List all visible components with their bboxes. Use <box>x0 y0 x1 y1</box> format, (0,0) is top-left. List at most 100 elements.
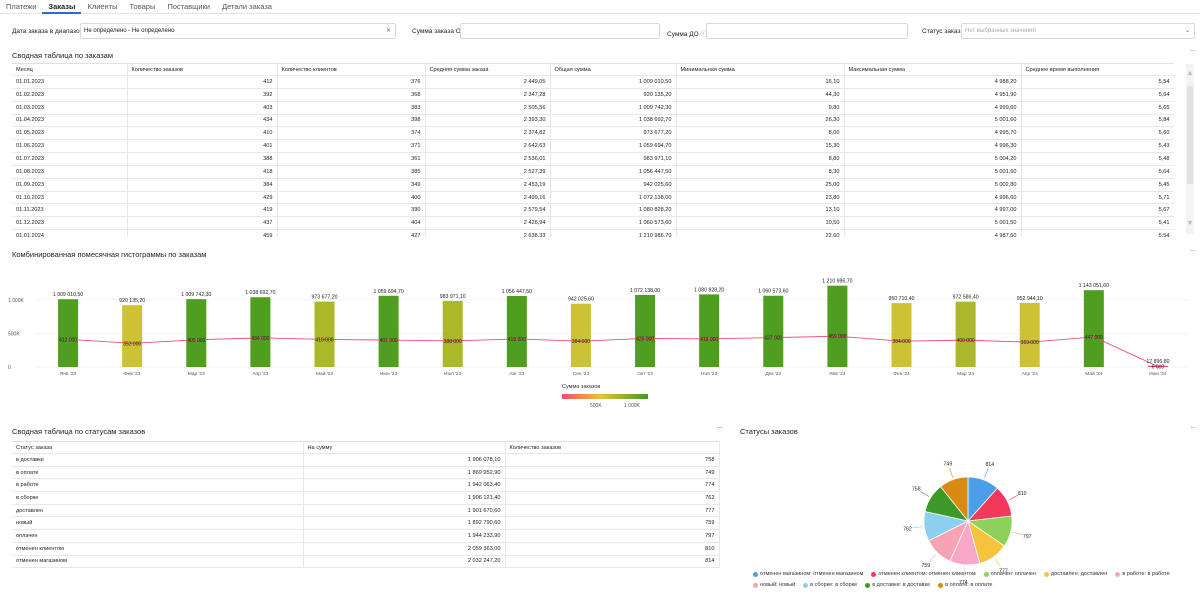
table-cell: 2 638,33 <box>425 229 551 237</box>
sum-from-input[interactable] <box>460 23 660 39</box>
line-point[interactable] <box>323 338 326 341</box>
bar[interactable] <box>186 299 207 367</box>
table-row: доставлен 1 901 670,60 777 <box>12 504 720 518</box>
bar[interactable] <box>763 295 784 367</box>
summary-scrollbar[interactable]: ▲ ▼ <box>1186 64 1194 234</box>
tab-payments[interactable]: Платежи <box>6 2 37 11</box>
line-point[interactable] <box>643 337 647 340</box>
table-cell: новый <box>12 516 304 531</box>
bar[interactable] <box>827 285 848 367</box>
legend-item[interactable]: доставлен: доставлен <box>1044 570 1107 579</box>
sum-to-input[interactable] <box>706 23 908 39</box>
tab-suppliers[interactable]: Поставщики <box>167 2 210 11</box>
summary-col-header[interactable]: Среднее время выполнения <box>1021 63 1174 76</box>
tab-clients[interactable]: Клиенты <box>87 2 118 11</box>
clear-icon[interactable]: ✕ <box>385 28 391 34</box>
table-cell: 1 944 233,90 <box>303 529 506 543</box>
summary-col-header[interactable]: Средняя сумма заказа <box>425 63 551 76</box>
bar[interactable] <box>1019 302 1040 367</box>
legend-item[interactable]: в доставке: в доставке <box>865 581 930 590</box>
table-row: в сборке 1 906 121,40 762 <box>12 491 720 505</box>
bar[interactable] <box>122 305 143 367</box>
line-point[interactable] <box>836 334 839 338</box>
line-point[interactable] <box>1092 335 1096 339</box>
status-col-header[interactable]: Статус заказа <box>12 441 304 454</box>
line-point[interactable] <box>772 336 775 339</box>
line-point[interactable] <box>195 338 198 341</box>
bar[interactable] <box>570 303 591 367</box>
bar-value-label: 1 080 828,20 <box>694 287 724 293</box>
summary-col-header[interactable]: Общая сумма <box>550 63 677 76</box>
bar[interactable] <box>506 296 527 367</box>
more-icon[interactable]: ··· <box>1190 246 1196 255</box>
pie-leader-line <box>963 566 965 577</box>
bar[interactable] <box>1083 290 1104 367</box>
bar[interactable] <box>58 299 79 367</box>
table-cell: 5,67 <box>1021 203 1174 218</box>
summary-col-header[interactable]: Количество заказов <box>127 63 278 76</box>
bar[interactable] <box>250 297 271 367</box>
tab-orders[interactable]: Заказы <box>42 0 82 14</box>
bar[interactable] <box>955 301 976 367</box>
pie-chart: 814 810 797 777 774 759 762 758 749 <box>903 461 1031 585</box>
x-tick-label: Май '24 <box>1085 370 1102 377</box>
legend-item[interactable]: отменен клиентом: отменен клиентом <box>871 570 976 579</box>
bar[interactable] <box>314 301 335 367</box>
bar[interactable] <box>699 294 720 367</box>
x-tick-label: Фев '24 <box>893 371 910 377</box>
line-point[interactable] <box>66 338 70 341</box>
legend-item[interactable]: оплачен: оплачен <box>983 570 1036 579</box>
pie-slice[interactable] <box>940 476 969 523</box>
scroll-thumb[interactable] <box>1187 86 1193 184</box>
tab-order-details[interactable]: Детали заказа <box>222 2 272 11</box>
line-point[interactable] <box>1156 365 1160 368</box>
table-cell: доставлен <box>12 504 304 518</box>
line-point[interactable] <box>451 339 454 343</box>
line-point[interactable] <box>387 338 390 342</box>
tab-products[interactable]: Товары <box>129 2 156 11</box>
status-col-header[interactable]: Количество заказов <box>505 441 720 454</box>
table-cell: 418 <box>127 165 278 179</box>
legend-item[interactable]: в оплате: в оплате <box>938 581 992 590</box>
legend-label: отменен клиентом: отменен клиентом <box>878 571 976 577</box>
legend-item[interactable]: в сборке: в сборке <box>803 581 857 590</box>
status-select[interactable]: Нет выбранных значений ⌄ <box>961 23 1195 39</box>
legend-item[interactable]: в работе: в работе <box>1115 570 1170 579</box>
line-point[interactable] <box>579 339 583 343</box>
line-point[interactable] <box>1028 341 1031 344</box>
table-cell: 4 988,20 <box>844 75 1022 89</box>
table-row: 01.08.2023 418 385 2 527,39 1 056 447,50 8,30… <box>12 165 1174 179</box>
table-cell: 15,30 <box>676 139 845 154</box>
line-point[interactable] <box>130 342 134 345</box>
status-col-header[interactable]: На сумму <box>303 441 506 454</box>
line-point[interactable] <box>900 339 903 343</box>
more-icon[interactable]: ··· <box>1190 423 1196 432</box>
summary-col-header[interactable]: Минимальная сумма <box>676 63 845 76</box>
chevron-down-icon[interactable]: ⌄ <box>1184 28 1190 34</box>
table-cell: 774 <box>505 478 720 493</box>
table-cell: 371 <box>277 139 426 154</box>
help-icon[interactable]: ⓘ <box>700 31 708 38</box>
line-value-label: 412 000 <box>59 337 77 343</box>
summary-col-header[interactable]: Месяц <box>12 63 128 76</box>
scroll-up-icon[interactable]: ▲ <box>1186 70 1194 77</box>
summary-col-header[interactable]: Максимальная сумма <box>844 63 1022 76</box>
legend-item[interactable]: новый: новый <box>753 581 795 590</box>
summary-col-header[interactable]: Количество клиентов <box>277 63 426 76</box>
bar[interactable] <box>891 303 912 367</box>
legend-item[interactable]: отменен магазином: отменен магазином <box>753 570 863 579</box>
bar[interactable] <box>442 300 463 367</box>
table-row: оплачен 1 944 233,90 797 <box>12 529 720 543</box>
line-point[interactable] <box>259 336 262 340</box>
bar[interactable] <box>378 295 399 367</box>
table-cell: 401 <box>127 139 278 154</box>
more-icon[interactable]: ··· <box>1190 46 1196 55</box>
line-point[interactable] <box>964 338 967 342</box>
more-icon[interactable]: ··· <box>717 423 723 432</box>
scroll-down-icon[interactable]: ▼ <box>1186 220 1194 227</box>
bar[interactable] <box>635 294 656 367</box>
line-point[interactable] <box>515 337 519 341</box>
table-cell: 25,00 <box>676 178 845 192</box>
line-point[interactable] <box>707 337 711 341</box>
date-range-input[interactable]: Не определено - Не определено ✕ <box>80 23 396 39</box>
